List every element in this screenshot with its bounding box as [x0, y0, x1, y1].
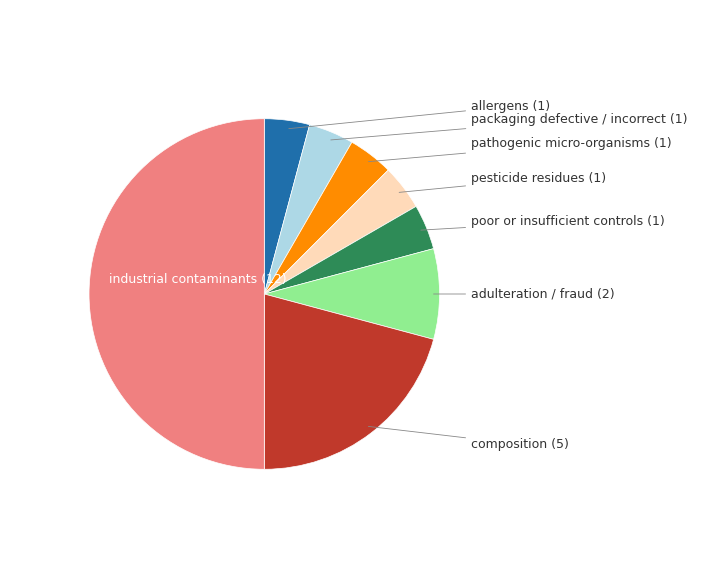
Text: poor or insufficient controls (1): poor or insufficient controls (1): [421, 215, 665, 230]
Text: industrial contaminants (12): industrial contaminants (12): [109, 273, 287, 286]
Text: composition (5): composition (5): [368, 426, 569, 450]
Text: pesticide residues (1): pesticide residues (1): [399, 172, 606, 192]
Wedge shape: [265, 142, 388, 294]
Wedge shape: [265, 249, 440, 339]
Text: allergens (1): allergens (1): [289, 100, 551, 129]
Wedge shape: [265, 206, 433, 294]
Wedge shape: [265, 294, 433, 469]
Wedge shape: [89, 119, 265, 469]
Text: pathogenic micro-organisms (1): pathogenic micro-organisms (1): [368, 138, 671, 162]
Text: adulteration / fraud (2): adulteration / fraud (2): [433, 288, 615, 300]
Wedge shape: [265, 125, 352, 294]
Wedge shape: [265, 119, 310, 294]
Wedge shape: [265, 170, 416, 294]
Text: packaging defective / incorrect (1): packaging defective / incorrect (1): [331, 113, 688, 140]
